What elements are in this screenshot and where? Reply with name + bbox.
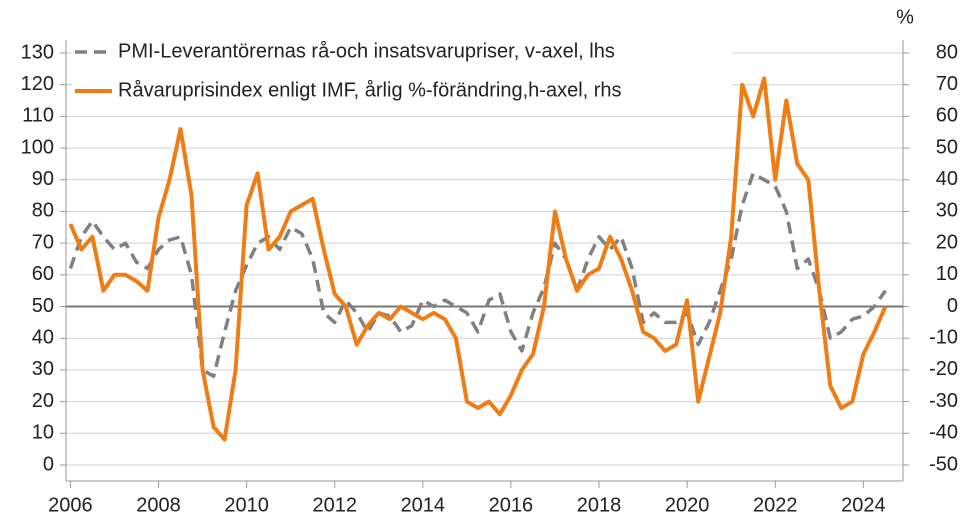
x-tick-label: 2010 <box>224 494 269 516</box>
y2-tick-label: -40 <box>929 422 958 444</box>
y-tick-label: 130 <box>21 41 54 63</box>
y2-axis-label: % <box>896 6 914 28</box>
y2-tick-label: 10 <box>936 263 958 285</box>
y2-tick-label: 40 <box>936 168 958 190</box>
x-tick-label: 2022 <box>753 494 798 516</box>
x-tick-label: 2016 <box>489 494 534 516</box>
y-tick-label: 70 <box>32 231 54 253</box>
y-tick-label: 120 <box>21 73 54 95</box>
x-tick-label: 2014 <box>401 494 446 516</box>
legend-label: Råvaruprisindex enligt IMF, årlig %-förä… <box>118 79 622 101</box>
y-tick-label: 0 <box>43 453 54 475</box>
y2-tick-label: 30 <box>936 200 958 222</box>
y-tick-label: 40 <box>32 327 54 349</box>
y2-tick-label: 70 <box>936 73 958 95</box>
y2-tick-label: -10 <box>929 327 958 349</box>
y-tick-label: 90 <box>32 168 54 190</box>
y-tick-label: 100 <box>21 136 54 158</box>
x-tick-label: 2012 <box>312 494 357 516</box>
y-tick-label: 20 <box>32 390 54 412</box>
y2-tick-label: 50 <box>936 136 958 158</box>
series-line <box>68 76 888 442</box>
y2-tick-label: -20 <box>929 358 958 380</box>
y-tick-label: 30 <box>32 358 54 380</box>
y2-tick-label: 20 <box>936 231 958 253</box>
y-tick-label: 60 <box>32 263 54 285</box>
y2-tick-label: 80 <box>936 41 958 63</box>
y-tick-label: 110 <box>22 105 54 127</box>
x-tick-label: 2018 <box>577 494 622 516</box>
y2-tick-label: 60 <box>936 105 958 127</box>
y2-tick-label: 0 <box>947 295 958 317</box>
y2-tick-label: -50 <box>929 453 958 475</box>
legend-label: PMI-Leverantörernas rå-och insatsvarupri… <box>118 40 615 62</box>
x-tick-label: 2024 <box>841 494 886 516</box>
y-tick-label: 80 <box>32 200 54 222</box>
y2-tick-label: -30 <box>929 390 958 412</box>
series-line <box>68 171 887 379</box>
x-tick-label: 2020 <box>665 494 710 516</box>
y-tick-label: 50 <box>32 295 54 317</box>
legend-bg <box>72 74 732 108</box>
x-tick-label: 2006 <box>48 494 93 516</box>
y-tick-label: 10 <box>32 422 54 444</box>
legend-bg <box>72 35 732 69</box>
x-tick-label: 2008 <box>136 494 181 516</box>
